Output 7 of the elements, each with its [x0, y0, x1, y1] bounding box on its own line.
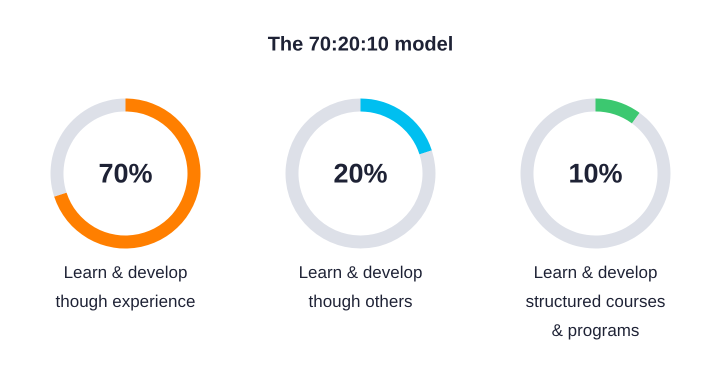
- text: Learn & develop though others: [298, 263, 422, 311]
- text: Learn & develop structured courses & programs: [526, 263, 666, 340]
- text: 70%: [98, 158, 153, 188]
- text: 10%: [568, 158, 623, 188]
- text: 20%: [333, 158, 388, 188]
- text: Learn & develop though experience: [56, 263, 196, 311]
- chart-title: The 70:20:10 model: [268, 34, 454, 56]
